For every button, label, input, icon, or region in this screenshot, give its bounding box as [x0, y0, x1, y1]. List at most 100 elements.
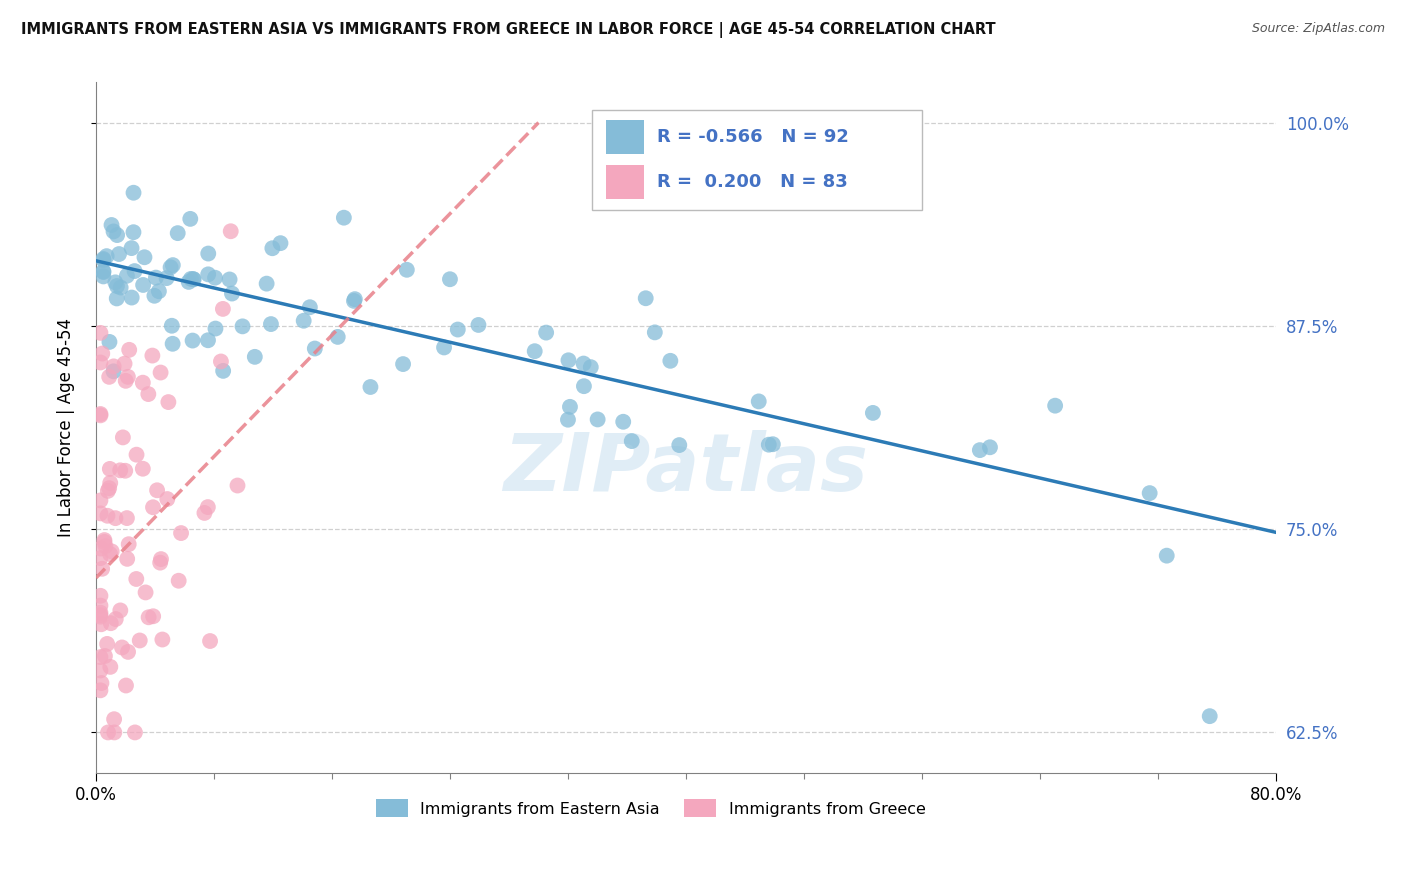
Point	[179, 211, 201, 226]
Point	[979, 440, 1001, 454]
Point	[89, 551, 111, 566]
Point	[89, 606, 111, 620]
Point	[392, 357, 415, 371]
Point	[142, 500, 165, 515]
Point	[620, 434, 643, 448]
Point	[103, 725, 125, 739]
Point	[572, 379, 595, 393]
Point	[121, 291, 143, 305]
Point	[644, 326, 666, 340]
Point	[100, 544, 122, 558]
Point	[89, 409, 111, 423]
Point	[98, 547, 121, 561]
Point	[125, 572, 148, 586]
Point	[103, 364, 125, 378]
Text: IMMIGRANTS FROM EASTERN ASIA VS IMMIGRANTS FROM GREECE IN LABOR FORCE | AGE 45-5: IMMIGRANTS FROM EASTERN ASIA VS IMMIGRAN…	[21, 22, 995, 38]
Point	[136, 387, 159, 401]
Point	[110, 603, 132, 617]
Point	[117, 645, 139, 659]
Point	[143, 289, 166, 303]
Point	[111, 640, 134, 655]
Point	[758, 438, 780, 452]
Point	[162, 336, 184, 351]
Point	[155, 271, 177, 285]
Point	[98, 660, 121, 674]
Point	[212, 301, 235, 316]
Point	[221, 286, 243, 301]
Point	[114, 464, 136, 478]
Legend: Immigrants from Eastern Asia, Immigrants from Greece: Immigrants from Eastern Asia, Immigrants…	[370, 793, 932, 824]
Point	[260, 317, 283, 331]
Point	[94, 648, 117, 663]
Point	[167, 574, 190, 588]
Point	[124, 264, 146, 278]
Point	[135, 585, 157, 599]
Point	[359, 380, 381, 394]
Point	[89, 608, 111, 623]
Point	[118, 343, 141, 357]
Point	[122, 186, 145, 200]
Point	[93, 535, 115, 549]
Point	[166, 226, 188, 240]
Point	[197, 246, 219, 260]
Point	[612, 415, 634, 429]
Point	[156, 491, 179, 506]
Point	[145, 270, 167, 285]
Point	[1139, 486, 1161, 500]
Point	[304, 342, 326, 356]
Point	[103, 224, 125, 238]
Point	[114, 357, 136, 371]
Point	[183, 272, 205, 286]
Point	[103, 359, 125, 374]
Point	[138, 610, 160, 624]
Point	[108, 247, 131, 261]
Point	[197, 268, 219, 282]
Point	[1156, 549, 1178, 563]
Point	[243, 350, 266, 364]
Point	[204, 270, 226, 285]
Point	[170, 526, 193, 541]
Point	[219, 224, 242, 238]
Point	[269, 236, 291, 251]
Point	[98, 369, 121, 384]
Point	[586, 412, 609, 426]
Point	[117, 369, 139, 384]
Point	[94, 539, 117, 553]
Point	[162, 258, 184, 272]
Point	[105, 279, 128, 293]
Point	[118, 537, 141, 551]
Point	[198, 634, 221, 648]
Point	[326, 330, 349, 344]
Text: R = -0.566   N = 92: R = -0.566 N = 92	[657, 128, 848, 146]
Point	[91, 562, 114, 576]
Point	[177, 275, 200, 289]
Point	[181, 334, 204, 348]
Point	[292, 314, 315, 328]
Point	[115, 552, 138, 566]
Point	[433, 341, 456, 355]
Text: Source: ZipAtlas.com: Source: ZipAtlas.com	[1251, 22, 1385, 36]
Point	[180, 272, 202, 286]
Text: R =  0.200   N = 83: R = 0.200 N = 83	[657, 173, 848, 191]
Point	[209, 354, 232, 368]
Point	[93, 269, 115, 284]
Point	[160, 318, 183, 333]
Point	[93, 264, 115, 278]
Point	[97, 725, 120, 739]
Point	[93, 533, 115, 547]
Point	[115, 511, 138, 525]
Point	[110, 280, 132, 294]
Point	[262, 241, 284, 255]
Point	[193, 506, 215, 520]
Point	[343, 293, 366, 308]
Point	[149, 366, 172, 380]
FancyBboxPatch shape	[606, 120, 644, 154]
Point	[659, 354, 682, 368]
Point	[98, 475, 121, 490]
Point	[104, 511, 127, 525]
Point	[105, 228, 128, 243]
Point	[447, 322, 470, 336]
Point	[90, 676, 112, 690]
Point	[579, 360, 602, 375]
Text: ZIPatlas: ZIPatlas	[503, 430, 869, 508]
